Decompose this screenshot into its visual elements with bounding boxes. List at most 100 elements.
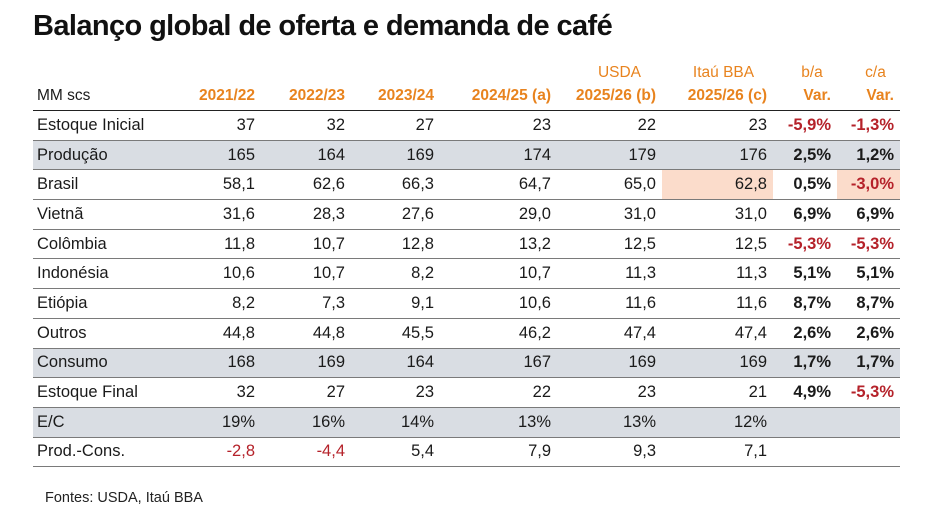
table-row: Colômbia 11,8 10,7 12,8 13,2 12,5 12,5 -5,3% -5,…	[33, 230, 900, 260]
table-cell: 169	[739, 353, 767, 372]
table-cell: 32	[236, 383, 255, 402]
table-cell: 23	[532, 115, 551, 134]
page-title: Balanço global de oferta e demanda de ca…	[33, 10, 613, 42]
table-cell: 13,2	[518, 234, 551, 253]
table-cell: 44,8	[312, 323, 345, 342]
table-row: Brasil 58,1 62,6 66,3 64,7 65,0 62,8 0,5% -3,0%	[33, 170, 900, 201]
header-ca-label: c/a	[865, 64, 886, 81]
table-cell: 66,3	[401, 175, 434, 194]
table-row: Estoque Inicial 37 32 27 23 22 23 -5,9% -1,3%	[33, 111, 900, 141]
row-label: Estoque Final	[37, 383, 138, 402]
table-row: Indonésia 10,6 10,7 8,2 10,7 11,3 11,3 5,1% 5,1%	[33, 259, 900, 290]
table-cell: 11,6	[625, 293, 656, 312]
var-b-a-cell: -5,3%	[787, 234, 831, 253]
var-b-a-cell: 8,7%	[793, 293, 831, 312]
var-b-a-cell: -5,9%	[787, 115, 831, 134]
table-cell: 12,5	[623, 234, 656, 253]
table-row: Vietnã 31,6 28,3 27,6 29,0 31,0 31,0 6,9% 6,9%	[33, 200, 900, 230]
var-c-a-cell: -5,3%	[850, 383, 894, 402]
table-cell: 9,3	[633, 442, 656, 461]
table-row: Estoque Final 32 27 23 22 23 21 4,9% -5,3%	[33, 378, 900, 408]
table-cell: 62,6	[312, 175, 345, 194]
table-cell: 10,6	[518, 293, 551, 312]
table-cell: 32	[326, 115, 345, 134]
var-c-a-cell: 6,9%	[856, 204, 894, 223]
table-cell: 174	[523, 145, 551, 164]
table-cell: 64,7	[518, 175, 551, 194]
row-label: Colômbia	[37, 234, 107, 253]
table-cell: 13%	[622, 412, 656, 431]
source-note: Fontes: USDA, Itaú BBA	[45, 490, 203, 506]
row-label: Outros	[37, 323, 87, 342]
header-row-top: USDA Itaú BBA b/a c/a	[33, 55, 900, 82]
row-label: Brasil	[37, 175, 79, 194]
table-cell: 46,2	[518, 323, 551, 342]
var-b-a-cell: 2,5%	[793, 145, 831, 164]
table-cell: 11,3	[736, 264, 767, 283]
table-cell: 31,0	[734, 204, 767, 223]
table-cell: 28,3	[312, 204, 345, 223]
table-cell: 10,6	[222, 264, 255, 283]
table-cell: 27,6	[401, 204, 434, 223]
row-label: E/C	[37, 412, 65, 431]
table-cell: 23	[637, 383, 656, 402]
table-cell: 22	[532, 383, 551, 402]
table-cell: 29,0	[518, 204, 551, 223]
var-c-a-cell: 5,1%	[856, 264, 894, 283]
table-cell: 47,4	[734, 323, 767, 342]
table-cell: 31,0	[623, 204, 656, 223]
table-cell: 10,7	[518, 264, 551, 283]
table-row: Etiópia 8,2 7,3 9,1 10,6 11,6 11,6 8,7% 8,7%	[33, 289, 900, 319]
row-label: Etiópia	[37, 293, 88, 312]
header-col-2025b: 2025/26 (b)	[575, 87, 656, 104]
table-row: Prod.-Cons. -2,8 -4,4 5,4 7,9 9,3 7,1	[33, 438, 900, 468]
table-cell: 23	[415, 383, 434, 402]
table-cell: 19%	[221, 412, 255, 431]
var-b-a-cell: 5,1%	[793, 264, 831, 283]
table-cell: 12,5	[734, 234, 767, 253]
header-col-2025c: 2025/26 (c)	[687, 87, 767, 104]
var-c-a-cell: -5,3%	[850, 234, 894, 253]
table-row: Outros 44,8 44,8 45,5 46,2 47,4 47,4 2,6% 2,6%	[33, 319, 900, 349]
var-c-a-cell: 1,7%	[856, 353, 894, 372]
table-cell: 22	[637, 115, 656, 134]
row-label: Produção	[37, 145, 108, 164]
table-cell: 168	[227, 353, 255, 372]
table-cell: 176	[739, 145, 767, 164]
table-cell: 14%	[400, 412, 434, 431]
var-c-a-cell: -3,0%	[837, 170, 900, 200]
header-usda-label: USDA	[597, 64, 642, 81]
table-cell: 11,6	[736, 293, 767, 312]
table-cell: 11,8	[224, 234, 255, 253]
table-cell: 167	[523, 353, 551, 372]
table-cell: 65,0	[623, 175, 656, 194]
row-label: Prod.-Cons.	[37, 442, 126, 461]
table-cell: 169	[406, 145, 434, 164]
header-col-2021: 2021/22	[198, 87, 255, 104]
header-row-bottom: MM scs 2021/22 2022/23 2023/24 2024/25 (…	[33, 82, 900, 111]
table-cell: 13%	[517, 412, 551, 431]
row-label: Indonésia	[37, 264, 109, 283]
table-cell: 47,4	[623, 323, 656, 342]
table-cell: 9,1	[411, 293, 434, 312]
table-cell: 27	[415, 115, 434, 134]
table-row: E/C 19% 16% 14% 13% 13% 12%	[33, 407, 900, 438]
table-cell: 169	[628, 353, 656, 372]
table-cell: 62,8	[662, 170, 773, 200]
table-cell: 8,2	[232, 293, 255, 312]
table-cell: 44,8	[222, 323, 255, 342]
var-b-a-cell: 1,7%	[793, 353, 831, 372]
table-cell: 31,6	[222, 204, 255, 223]
table-cell: 179	[628, 145, 656, 164]
var-b-a-cell: 4,9%	[793, 383, 831, 402]
var-c-a-cell: 8,7%	[856, 293, 894, 312]
header-col-2024a: 2024/25 (a)	[471, 87, 551, 104]
table-cell: 21	[748, 383, 767, 402]
var-b-a-cell: 2,6%	[793, 323, 831, 342]
table-cell: 12%	[733, 412, 767, 431]
var-c-a-cell: 1,2%	[856, 145, 894, 164]
table-cell: 45,5	[401, 323, 434, 342]
table-cell: 164	[317, 145, 345, 164]
header-col-2023: 2023/24	[377, 87, 434, 104]
var-b-a-cell: 0,5%	[793, 175, 831, 194]
